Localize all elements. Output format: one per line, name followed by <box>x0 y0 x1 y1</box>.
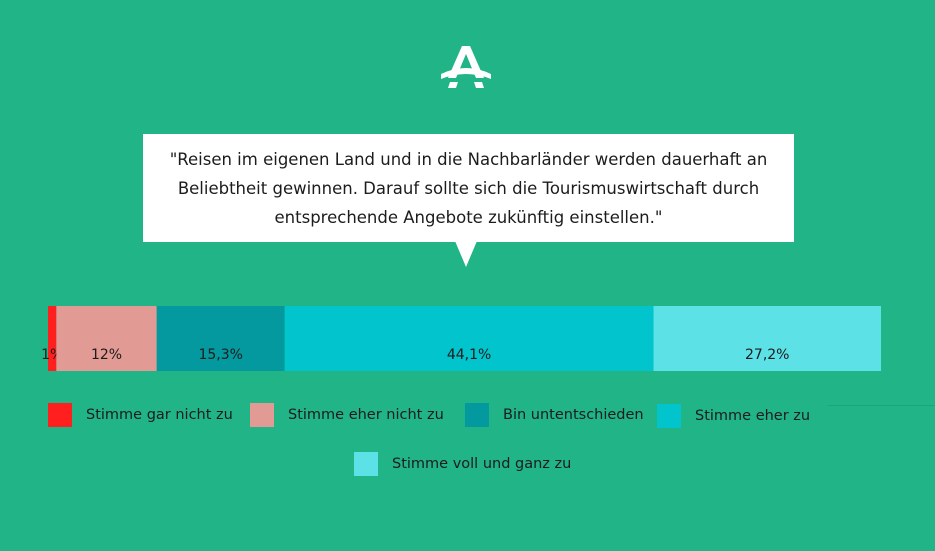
data-label-5: 27,2% <box>745 347 789 363</box>
legend-label: Stimme voll und ganz zu <box>392 456 572 472</box>
divider-line <box>828 405 935 406</box>
legend-label: Bin untentschieden <box>503 407 644 423</box>
quote-bubble: "Reisen im eigenen Land und in die Nachb… <box>143 134 794 242</box>
data-label-2: 12% <box>91 347 122 363</box>
bubble-tail <box>455 241 477 267</box>
legend-swatch <box>354 452 378 476</box>
bar-segment-1 <box>48 306 57 371</box>
bar-segment-4 <box>284 306 654 371</box>
legend-swatch <box>465 403 489 427</box>
legend-label: Stimme eher zu <box>695 408 811 424</box>
legend-item-voll-ganz: Stimme voll und ganz zu <box>354 451 571 477</box>
logo-icon <box>441 46 491 88</box>
quote-text: "Reisen im eigenen Land und in die Nachb… <box>169 149 768 227</box>
legend-swatch <box>657 404 681 428</box>
legend-label: Stimme gar nicht zu <box>86 407 233 423</box>
legend-label: Stimme eher nicht zu <box>288 407 444 423</box>
legend-swatch <box>48 403 72 427</box>
data-label-3: 15,3% <box>198 347 242 363</box>
bar-segment-2 <box>56 306 157 371</box>
legend-item-gar-nicht: Stimme gar nicht zu <box>48 402 233 428</box>
bar-segment-3 <box>156 306 285 371</box>
data-label-4: 44,1% <box>447 347 491 363</box>
legend-swatch <box>250 403 274 427</box>
legend-item-eher-zu: Stimme eher zu <box>657 403 810 429</box>
legend-item-unentschieden: Bin untentschieden <box>465 402 644 428</box>
bar-segment-5 <box>653 306 881 371</box>
legend-item-eher-nicht: Stimme eher nicht zu <box>250 402 444 428</box>
